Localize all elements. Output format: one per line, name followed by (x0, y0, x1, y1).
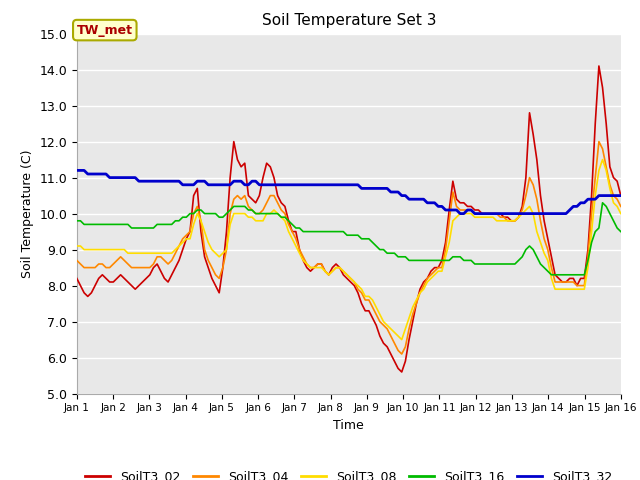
Line: SoilT3_02: SoilT3_02 (77, 66, 621, 372)
Line: SoilT3_04: SoilT3_04 (77, 142, 621, 354)
SoilT3_08 (525, 204, 533, 209)
SoilT3_16 (289, 221, 296, 227)
SoilT3_04 (452, 204, 460, 209)
SoilT3_32 (525, 211, 533, 216)
SoilT3_02 (617, 192, 625, 199)
SoilT3_04 (252, 211, 260, 216)
SoilT3_04 (525, 175, 533, 180)
SoilT3_02 (73, 276, 81, 281)
SoilT3_32 (449, 207, 457, 213)
SoilT3_32 (73, 168, 81, 173)
Title: Soil Temperature Set 3: Soil Temperature Set 3 (262, 13, 436, 28)
X-axis label: Time: Time (333, 419, 364, 432)
SoilT3_16 (617, 228, 625, 234)
SoilT3_02 (289, 228, 296, 234)
SoilT3_16 (548, 272, 556, 277)
Y-axis label: Soil Temperature (C): Soil Temperature (C) (20, 149, 34, 278)
SoilT3_08 (380, 319, 387, 324)
SoilT3_02 (595, 63, 603, 69)
SoilT3_32 (289, 182, 296, 188)
SoilT3_02 (452, 196, 460, 202)
SoilT3_08 (617, 211, 625, 216)
SoilT3_16 (522, 247, 530, 252)
SoilT3_32 (252, 178, 260, 184)
SoilT3_32 (358, 185, 365, 191)
SoilT3_16 (252, 211, 260, 216)
SoilT3_32 (456, 211, 464, 216)
SoilT3_16 (598, 200, 606, 205)
SoilT3_16 (380, 247, 387, 252)
SoilT3_02 (380, 340, 387, 346)
Text: TW_met: TW_met (77, 24, 133, 36)
SoilT3_16 (73, 218, 81, 224)
Line: SoilT3_08: SoilT3_08 (77, 159, 621, 339)
SoilT3_04 (398, 351, 406, 357)
SoilT3_04 (358, 290, 365, 296)
SoilT3_08 (252, 218, 260, 224)
SoilT3_02 (398, 369, 406, 375)
SoilT3_04 (380, 323, 387, 328)
SoilT3_08 (358, 286, 365, 292)
SoilT3_04 (73, 257, 81, 263)
Line: SoilT3_16: SoilT3_16 (77, 203, 621, 275)
Line: SoilT3_32: SoilT3_32 (77, 170, 621, 214)
SoilT3_16 (358, 236, 365, 241)
SoilT3_08 (289, 236, 296, 241)
SoilT3_02 (358, 300, 365, 306)
SoilT3_08 (598, 156, 606, 162)
SoilT3_04 (289, 228, 296, 234)
SoilT3_08 (452, 214, 460, 220)
SoilT3_02 (252, 200, 260, 205)
SoilT3_16 (449, 254, 457, 260)
SoilT3_08 (73, 243, 81, 249)
SoilT3_04 (617, 204, 625, 209)
SoilT3_02 (525, 110, 533, 116)
SoilT3_32 (380, 185, 387, 191)
Legend: SoilT3_02, SoilT3_04, SoilT3_08, SoilT3_16, SoilT3_32: SoilT3_02, SoilT3_04, SoilT3_08, SoilT3_… (81, 465, 617, 480)
SoilT3_04 (595, 139, 603, 144)
SoilT3_32 (617, 192, 625, 199)
SoilT3_08 (398, 336, 406, 342)
